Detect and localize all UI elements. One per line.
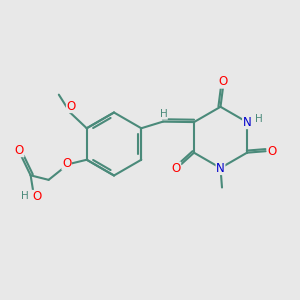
Text: O: O — [62, 157, 71, 170]
Text: O: O — [15, 144, 24, 157]
Text: H: H — [21, 191, 29, 201]
Text: O: O — [268, 145, 277, 158]
Text: N: N — [243, 116, 251, 129]
Text: O: O — [67, 100, 76, 112]
Text: H: H — [160, 109, 167, 119]
Text: O: O — [171, 162, 181, 175]
Text: O: O — [219, 75, 228, 88]
Text: H: H — [254, 113, 262, 124]
Text: O: O — [32, 190, 41, 203]
Text: N: N — [216, 161, 225, 175]
